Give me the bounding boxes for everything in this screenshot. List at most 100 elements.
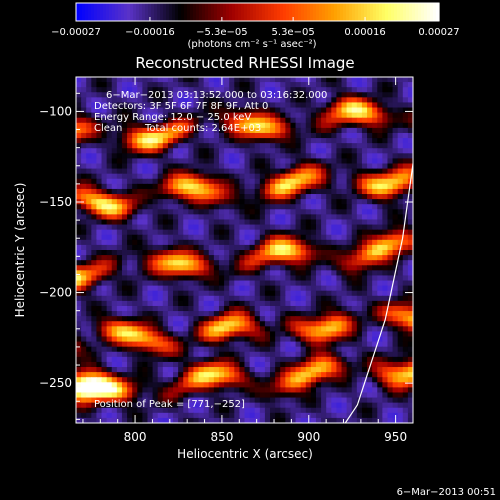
heatmap-cell [234, 163, 240, 170]
heatmap-cell [290, 372, 297, 378]
heatmap-cell [152, 351, 159, 358]
heatmap-cell [367, 204, 373, 210]
colorbar-segment [97, 3, 101, 21]
heatmap-cell [290, 346, 297, 353]
heatmap-cell [259, 188, 266, 195]
heatmap-cell [387, 204, 394, 210]
heatmap-cell [361, 260, 368, 266]
heatmap-cell [397, 102, 404, 109]
heatmap-cell [402, 117, 409, 124]
heatmap-cell [86, 361, 92, 368]
heatmap-cell [137, 265, 143, 271]
heatmap-cell [81, 183, 87, 190]
heatmap-cell [305, 295, 312, 302]
heatmap-cell [351, 234, 358, 241]
heatmap-cell [188, 209, 194, 215]
heatmap-cell [326, 321, 332, 327]
heatmap-cell [137, 92, 143, 98]
heatmap-cell [346, 188, 353, 195]
heatmap-cell [86, 372, 92, 378]
heatmap-cell [142, 331, 148, 337]
heatmap-cell [121, 163, 128, 170]
heatmap-cell [300, 412, 307, 419]
colorbar-segment [424, 3, 428, 21]
heatmap-cell [157, 188, 164, 195]
heatmap-cell [249, 270, 256, 276]
heatmap-cell [224, 183, 230, 190]
heatmap-cell [290, 87, 297, 93]
heatmap-cell [356, 336, 363, 343]
heatmap-cell [96, 194, 103, 200]
heatmap-cell [356, 417, 363, 423]
heatmap-cell [321, 300, 327, 307]
heatmap-cell [285, 397, 291, 404]
heatmap-cell [147, 239, 154, 246]
heatmap-cell [346, 290, 353, 297]
colorbar-segment [280, 3, 284, 21]
heatmap-cell [305, 112, 312, 119]
heatmap-cell [254, 77, 261, 83]
heatmap-cell [367, 117, 373, 124]
heatmap-cell [300, 92, 307, 98]
heatmap-cell [295, 143, 302, 149]
heatmap-cell [239, 311, 245, 317]
heatmap-cell [397, 92, 404, 98]
heatmap-cell [157, 367, 164, 373]
heatmap-cell [326, 87, 332, 93]
heatmap-cell [198, 250, 205, 256]
heatmap-cell [178, 316, 184, 322]
heatmap-cell [336, 112, 343, 119]
heatmap-cell [96, 117, 103, 124]
heatmap-cell [300, 132, 307, 139]
heatmap-cell [341, 377, 348, 383]
heatmap-cell [300, 407, 307, 414]
heatmap-cell [315, 77, 322, 83]
colorbar-segment [253, 3, 257, 21]
heatmap-cell [183, 311, 189, 317]
heatmap-cell [76, 92, 82, 98]
heatmap-cell [402, 132, 409, 139]
heatmap-cell [121, 311, 128, 317]
heatmap-cell [81, 270, 87, 276]
heatmap-cell [127, 275, 133, 282]
heatmap-cell [392, 377, 399, 383]
heatmap-cell [254, 331, 261, 337]
heatmap-cell [132, 199, 138, 205]
heatmap-cell [111, 138, 118, 144]
heatmap-cell [254, 341, 261, 348]
heatmap-cell [208, 255, 215, 261]
heatmap-cell [239, 300, 245, 307]
heatmap-cell [285, 412, 291, 419]
heatmap-cell [229, 77, 235, 83]
heatmap-cell [264, 143, 271, 149]
heatmap-cell [229, 382, 235, 388]
heatmap-cell [121, 168, 128, 175]
heatmap-cell [402, 77, 409, 83]
colorbar-segment [118, 3, 122, 21]
heatmap-cell [157, 244, 164, 251]
heatmap-cell [259, 382, 266, 388]
heatmap-cell [264, 311, 271, 317]
heatmap-cell [137, 316, 143, 322]
heatmap-cell [81, 188, 87, 195]
heatmap-cell [264, 321, 271, 327]
heatmap-cell [331, 148, 337, 154]
heatmap-cell [111, 255, 118, 261]
heatmap-cell [188, 326, 194, 332]
heatmap-cell [326, 382, 332, 388]
heatmap-cell [249, 102, 256, 109]
heatmap-cell [321, 82, 327, 88]
heatmap-cell [402, 305, 409, 312]
heatmap-cell [321, 316, 327, 322]
heatmap-cell [361, 290, 368, 297]
colorbar-segment [418, 3, 422, 21]
heatmap-cell [336, 255, 343, 261]
heatmap-cell [218, 199, 225, 205]
heatmap-cell [397, 224, 404, 231]
heatmap-cell [213, 392, 220, 399]
heatmap-cell [244, 270, 251, 276]
heatmap-cell [336, 250, 343, 256]
heatmap-cell [285, 178, 291, 185]
heatmap-cell [234, 204, 240, 210]
heatmap-cell [331, 229, 337, 236]
